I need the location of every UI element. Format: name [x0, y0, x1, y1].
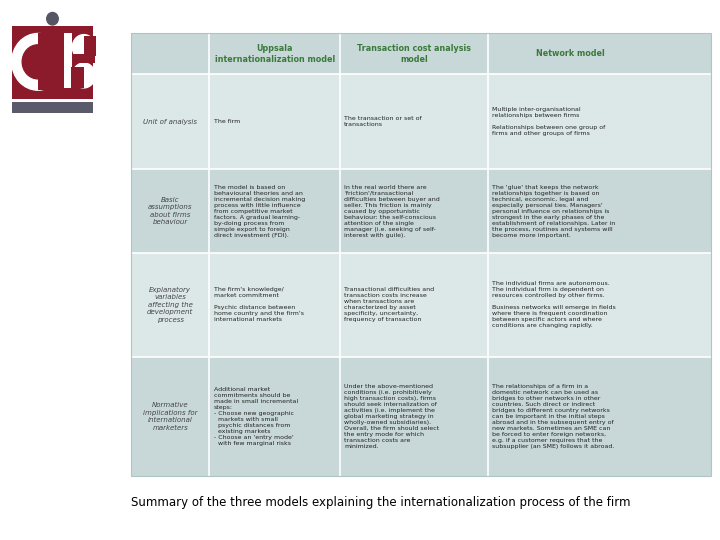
Text: The model is based on
behavioural theories and an
incremental decision making
pr: The model is based on behavioural theori… — [214, 185, 305, 238]
Circle shape — [47, 12, 58, 25]
Text: Transaction cost analysis
model: Transaction cost analysis model — [357, 44, 471, 64]
Bar — [71, 68, 84, 88]
Text: In the real world there are
'friction'/transactional
difficulties between buyer : In the real world there are 'friction'/t… — [344, 185, 440, 238]
Bar — [72, 54, 95, 63]
Bar — [12, 25, 93, 99]
Circle shape — [12, 33, 64, 90]
Bar — [131, 74, 711, 170]
Text: Transactional difficulties and
transaction costs increase
when transactions are
: Transactional difficulties and transacti… — [344, 287, 434, 322]
Bar — [84, 36, 96, 56]
Text: Normative
implications for
international
marketers: Normative implications for international… — [143, 402, 197, 431]
Bar — [131, 357, 711, 476]
Text: Multiple inter-organisational
relationships between firms

Relationships between: Multiple inter-organisational relationsh… — [492, 107, 606, 136]
Text: Explanatory
variables
affecting the
development
process: Explanatory variables affecting the deve… — [147, 287, 194, 323]
Bar — [38, 33, 64, 90]
Text: Summary of the three models explaining the internationalization process of the f: Summary of the three models explaining t… — [131, 496, 631, 509]
Text: The firm's knowledge/
market commitment

Psychic distance between
home country a: The firm's knowledge/ market commitment … — [214, 287, 304, 322]
Bar — [131, 170, 711, 253]
Text: The firm: The firm — [214, 119, 240, 124]
Text: Uppsala
internationalization model: Uppsala internationalization model — [215, 44, 335, 64]
Text: The individual firms are autonomous.
The individual firm is dependent on
resourc: The individual firms are autonomous. The… — [492, 281, 616, 328]
Bar — [131, 33, 711, 74]
Text: The transaction or set of
transactions: The transaction or set of transactions — [344, 116, 422, 127]
Bar — [12, 102, 93, 113]
Text: Under the above-mentioned
conditions (i.e. prohibitively
high transaction costs): Under the above-mentioned conditions (i.… — [344, 384, 439, 449]
Bar — [131, 253, 711, 357]
Bar — [131, 33, 711, 476]
Circle shape — [72, 63, 95, 88]
Text: Network model: Network model — [536, 49, 605, 58]
Text: Additional market
commitments should be
made in small incremental
steps:
- Choos: Additional market commitments should be … — [214, 387, 298, 446]
Text: Basic
assumptions
about firms
behaviour: Basic assumptions about firms behaviour — [148, 197, 192, 225]
Circle shape — [72, 35, 95, 59]
Text: Unit of analysis: Unit of analysis — [143, 119, 197, 125]
Circle shape — [22, 45, 53, 79]
Text: The 'glue' that keeps the network
relationships together is based on
technical, : The 'glue' that keeps the network relati… — [492, 185, 616, 238]
Bar — [60, 33, 72, 88]
Text: The relationships of a firm in a
domestic network can be used as
bridges to othe: The relationships of a firm in a domesti… — [492, 384, 615, 449]
